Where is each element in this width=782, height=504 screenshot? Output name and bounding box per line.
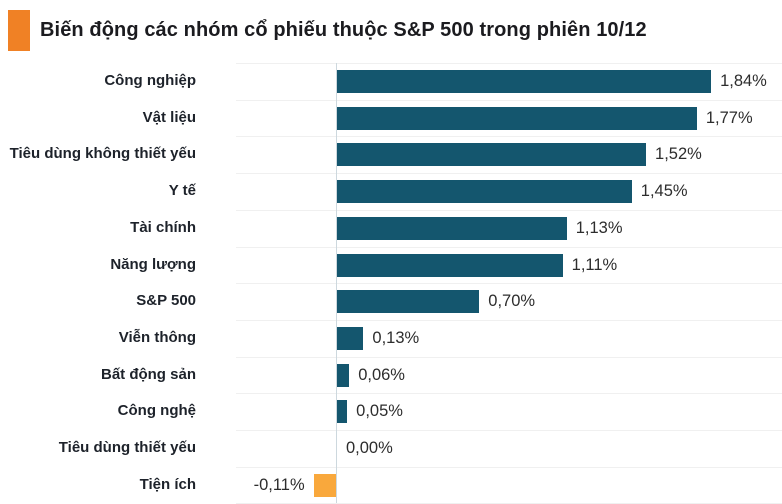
zero-axis-line [336,63,337,504]
category-label: Công nghiệp [104,72,196,89]
gridline [236,99,782,101]
category-label: Công nghệ [117,402,196,420]
bar-positive [337,70,712,93]
gridline [236,356,782,358]
value-label: 1,77% [705,108,753,127]
gridline [236,393,782,395]
gridline [236,246,782,248]
title-accent-block [8,10,30,51]
bar-positive [337,400,348,424]
value-label: 0,70% [488,292,536,311]
gridline [236,319,782,321]
value-label: 0,06% [358,365,405,384]
category-label: Tiêu dùng thiết yếu [58,439,196,456]
category-label: Y tế [168,182,196,200]
category-label: S&P 500 [136,292,196,310]
bar-positive [337,326,364,350]
chart-row: Tiêu dùng không thiết yếu 1,52% [0,136,782,173]
category-label: Vật liệu [142,108,196,126]
value-label: 0,13% [372,328,420,347]
bar-positive [337,106,697,130]
sector-performance-bar-chart: Công nghiệp 1,84% Vật liệu 1,77% Tiêu dùng k… [0,63,782,504]
bar-positive [337,216,567,240]
chart-row: Năng lượng 1,11% [0,247,782,284]
gridline [236,173,782,175]
value-label: 1,52% [655,145,702,164]
value-label: 0,00% [346,439,393,457]
gridline [236,283,782,285]
gridline [236,466,782,468]
chart-row: Viễn thông 0,13% [0,320,782,357]
chart-row: Công nghiệp 1,84% [0,63,782,100]
value-label: 0,05% [356,402,403,421]
chart-row: Y tế 1,45% [0,173,782,210]
value-label: 1,84% [720,72,767,90]
category-label: Tài chính [130,218,196,236]
gridline [236,63,782,64]
bar-negative [313,473,336,497]
bar-positive [337,253,563,277]
category-label: Năng lượng [110,255,196,273]
chart-row: Tài chính 1,13% [0,210,782,247]
value-label: -0,11% [253,475,305,494]
value-label: 1,13% [575,218,623,237]
chart-row: S&P 500 0,70% [0,283,782,320]
bar-positive [337,143,647,167]
gridline [236,136,782,138]
gridline [236,430,782,431]
chart-row: Bất động sản 0,06% [0,357,782,394]
chart-row: Tiêu dùng thiết yếu 0,00% [0,430,782,467]
chart-row: Vật liệu 1,77% [0,100,782,137]
chart-title: Biến động các nhóm cổ phiếu thuộc S&P 50… [40,19,647,41]
value-label: 1,45% [640,182,688,201]
chart-row: Công nghệ 0,05% [0,393,782,430]
category-label: Bất động sản [100,365,196,383]
gridline [236,209,782,211]
category-label: Viễn thông [118,328,196,346]
bar-positive [337,180,632,204]
value-label: 1,11% [571,255,618,274]
bar-positive [337,290,480,314]
category-label: Tiện ích [139,475,196,493]
chart-row: Tiện ích -0,11% [0,467,782,504]
bar-positive [337,363,350,387]
category-label: Tiêu dùng không thiết yếu [9,145,196,163]
